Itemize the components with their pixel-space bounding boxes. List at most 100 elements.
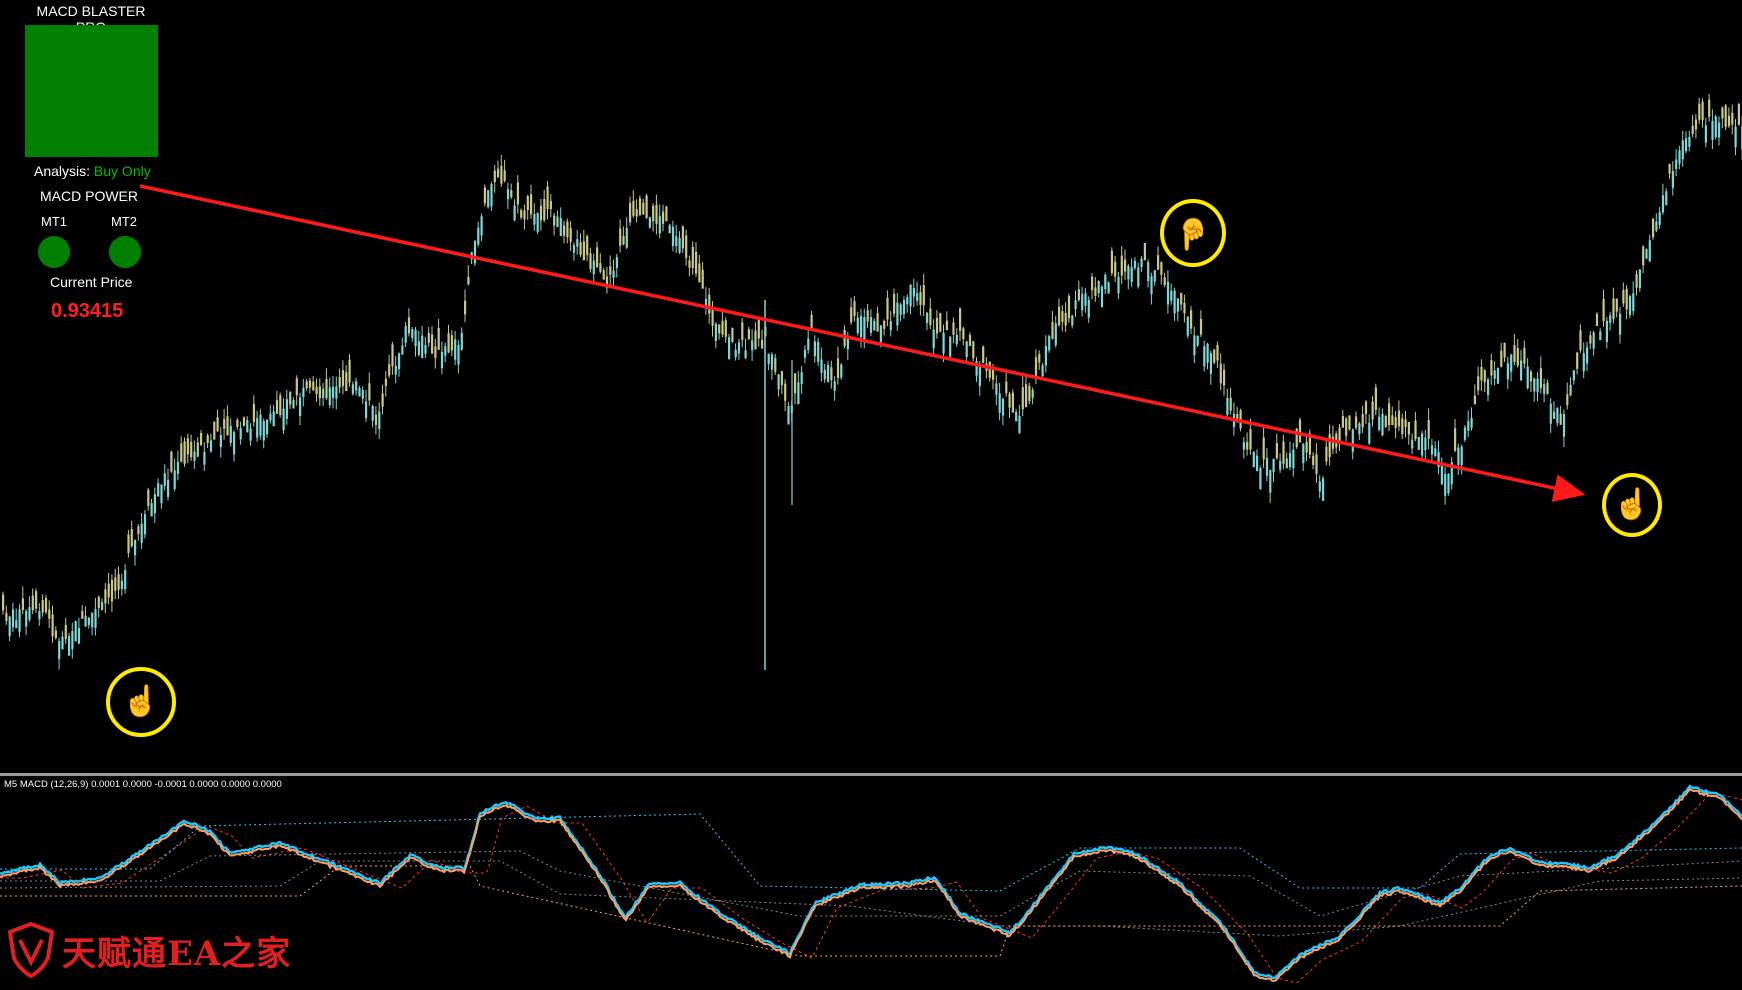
candle bbox=[497, 160, 500, 178]
candle bbox=[1642, 245, 1645, 274]
candle bbox=[1193, 326, 1196, 364]
candle bbox=[1487, 377, 1490, 402]
candle bbox=[916, 281, 919, 306]
candle bbox=[1114, 255, 1117, 283]
candle bbox=[1272, 458, 1275, 483]
candle bbox=[1708, 93, 1711, 122]
candle bbox=[539, 198, 543, 231]
candle bbox=[1506, 356, 1509, 390]
candle bbox=[1619, 307, 1622, 344]
candle bbox=[1520, 349, 1523, 381]
candle bbox=[196, 437, 199, 457]
candle bbox=[183, 437, 186, 467]
candle bbox=[1150, 272, 1153, 305]
candle bbox=[467, 265, 470, 286]
candle bbox=[1117, 272, 1120, 300]
candle bbox=[622, 226, 625, 246]
buy-signal-marker[interactable]: ☝ bbox=[106, 667, 176, 737]
candle bbox=[513, 199, 516, 222]
candle bbox=[335, 376, 338, 410]
candle bbox=[213, 420, 216, 440]
candle bbox=[388, 354, 391, 378]
candle bbox=[1048, 334, 1051, 353]
candle bbox=[1645, 248, 1648, 260]
candle bbox=[1087, 296, 1090, 323]
candle bbox=[1031, 387, 1034, 405]
candle bbox=[932, 319, 935, 354]
candle bbox=[1265, 448, 1269, 482]
candle bbox=[140, 512, 143, 549]
candle bbox=[1721, 106, 1724, 129]
candle bbox=[1041, 363, 1044, 377]
candle bbox=[965, 340, 968, 362]
candle bbox=[810, 310, 813, 330]
candle bbox=[572, 242, 576, 261]
candle bbox=[665, 205, 668, 222]
candle bbox=[883, 319, 886, 336]
candle bbox=[431, 326, 434, 354]
candle bbox=[596, 241, 599, 268]
candle bbox=[1496, 367, 1500, 384]
candle bbox=[473, 239, 477, 267]
candle bbox=[1378, 407, 1381, 432]
candle bbox=[1038, 350, 1041, 370]
candle bbox=[721, 310, 724, 338]
candle bbox=[972, 340, 975, 362]
candle bbox=[1566, 382, 1569, 410]
candle bbox=[1447, 473, 1450, 496]
candle bbox=[995, 375, 998, 406]
buy-signal-marker[interactable]: ☝ bbox=[1602, 473, 1662, 537]
sell-signal-marker[interactable]: ☝ bbox=[1160, 199, 1226, 267]
macd-indicator-chart[interactable] bbox=[0, 776, 1742, 990]
candle bbox=[797, 371, 800, 405]
candle bbox=[1097, 280, 1100, 298]
candle bbox=[642, 198, 645, 216]
candle bbox=[1328, 424, 1331, 466]
candle bbox=[1553, 401, 1556, 419]
candle bbox=[1609, 311, 1612, 331]
candle bbox=[761, 329, 764, 349]
candle bbox=[850, 297, 853, 325]
pane-divider[interactable] bbox=[0, 773, 1742, 776]
candle bbox=[1054, 315, 1057, 348]
candle bbox=[731, 327, 734, 344]
candle bbox=[1173, 287, 1176, 321]
candle bbox=[1252, 451, 1255, 468]
candles-group bbox=[2, 93, 1742, 670]
candle bbox=[1665, 188, 1668, 206]
candle bbox=[236, 418, 239, 430]
candle bbox=[1358, 421, 1361, 441]
price-chart[interactable] bbox=[0, 0, 1742, 773]
candle bbox=[206, 433, 209, 448]
candle bbox=[1559, 405, 1562, 425]
candle bbox=[549, 193, 552, 218]
candle bbox=[328, 377, 331, 409]
candle bbox=[1302, 442, 1305, 471]
candle bbox=[1526, 358, 1529, 390]
candle bbox=[1318, 475, 1321, 499]
candle bbox=[1523, 340, 1526, 369]
candle bbox=[1100, 284, 1104, 308]
candle bbox=[1044, 335, 1047, 373]
candle bbox=[939, 312, 942, 333]
candle bbox=[173, 458, 176, 492]
candle bbox=[767, 353, 770, 371]
candle bbox=[371, 404, 374, 428]
candle bbox=[886, 290, 889, 327]
analysis-label: Analysis: bbox=[34, 163, 91, 179]
candle bbox=[44, 594, 48, 614]
candle bbox=[1163, 272, 1166, 288]
candle bbox=[124, 564, 127, 594]
candle bbox=[365, 389, 368, 422]
candle bbox=[1368, 414, 1371, 446]
candle bbox=[685, 229, 688, 266]
candle bbox=[678, 231, 681, 254]
candle bbox=[1213, 348, 1216, 365]
candle bbox=[1091, 273, 1094, 300]
candle bbox=[807, 327, 810, 354]
candle bbox=[1421, 430, 1424, 459]
candle bbox=[1397, 400, 1401, 432]
mt1-label: MT1 bbox=[41, 214, 67, 229]
candle bbox=[15, 608, 18, 629]
candle bbox=[942, 324, 945, 363]
